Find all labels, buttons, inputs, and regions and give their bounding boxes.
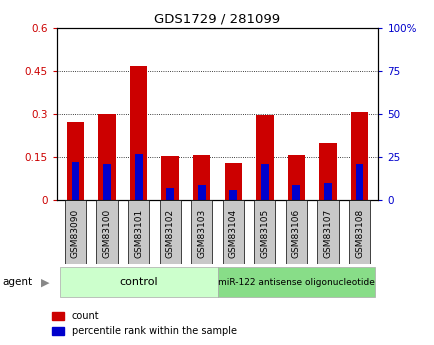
Bar [317,200,338,264]
Bar [222,200,243,264]
Bar [103,164,111,200]
Text: GSM83108: GSM83108 [354,209,363,258]
Bar [224,163,241,200]
Bar [67,122,84,200]
Bar [197,185,205,200]
Text: agent: agent [2,277,32,287]
Bar [166,188,174,200]
Bar [256,115,273,200]
Text: GSM83105: GSM83105 [260,209,269,258]
Bar [96,200,117,264]
Bar [161,156,178,200]
Title: GDS1729 / 281099: GDS1729 / 281099 [154,12,280,25]
Text: miR-122 antisense oligonucleotide: miR-122 antisense oligonucleotide [217,277,374,287]
Bar [254,200,275,264]
Bar [292,185,299,200]
Bar [355,164,362,200]
Bar [135,154,142,200]
Bar [128,200,149,264]
Bar [130,66,147,200]
Bar [323,183,331,200]
Bar [193,155,210,200]
Bar [260,164,268,200]
Bar [217,267,375,297]
Text: GSM83104: GSM83104 [228,209,237,258]
Text: GSM83103: GSM83103 [197,209,206,258]
Text: control: control [119,277,158,287]
Bar [191,200,212,264]
Bar [159,200,180,264]
Text: GSM83107: GSM83107 [323,209,332,258]
Legend: count, percentile rank within the sample: count, percentile rank within the sample [48,307,240,340]
Text: GSM83106: GSM83106 [291,209,300,258]
Bar [65,200,86,264]
Bar [319,142,336,200]
Text: GSM83102: GSM83102 [165,209,174,258]
Bar [229,190,237,200]
Bar [285,200,306,264]
Text: GSM83090: GSM83090 [71,209,80,258]
Bar [72,162,79,200]
Bar [98,114,115,200]
Bar [350,112,367,200]
Bar [287,155,304,200]
Bar [59,267,217,297]
Text: ▶: ▶ [41,277,50,287]
Bar [348,200,369,264]
Text: GSM83101: GSM83101 [134,209,143,258]
Text: GSM83100: GSM83100 [102,209,111,258]
